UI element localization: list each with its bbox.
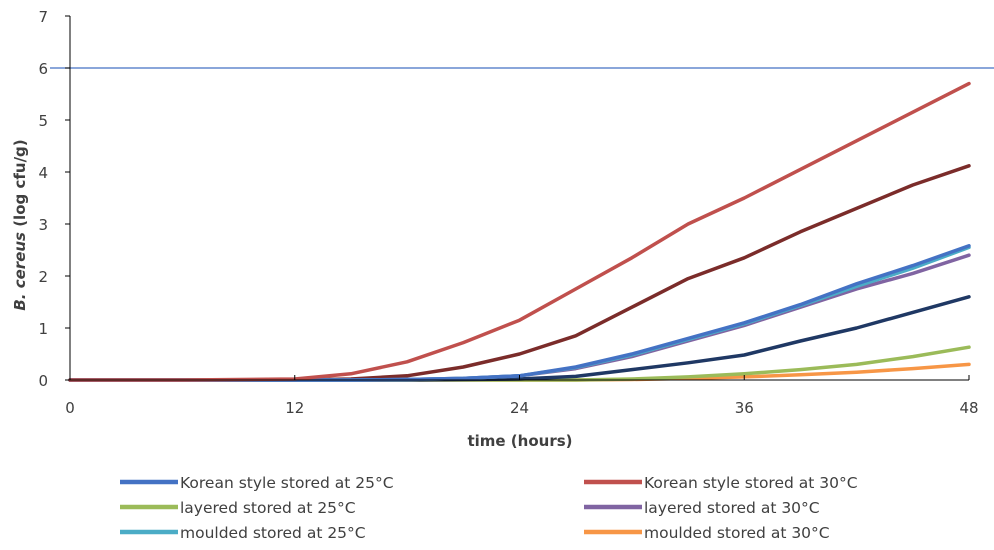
legend-label: moulded stored at 30°C <box>644 524 830 542</box>
y-tick-label: 5 <box>38 112 48 130</box>
y-axis-title: B. cereus (log cfu/g) <box>11 139 29 310</box>
x-tick-label: 36 <box>735 399 754 417</box>
y-axis-title-unit: (log cfu/g) <box>11 139 29 232</box>
y-tick-label: 0 <box>38 372 48 390</box>
x-tick-label: 24 <box>510 399 529 417</box>
y-tick-label: 1 <box>38 320 48 338</box>
y-axis-title-organism: B. cereus <box>11 232 29 311</box>
x-tick-label: 0 <box>65 399 75 417</box>
y-tick-label: 2 <box>38 268 48 286</box>
x-tick-label: 48 <box>959 399 978 417</box>
axes <box>65 15 970 381</box>
series-line-2 <box>68 81 971 382</box>
legend-label: layered stored at 30°C <box>644 499 820 517</box>
series-lines <box>50 67 994 382</box>
legend-label: layered stored at 25°C <box>180 499 356 517</box>
series-line-5 <box>68 245 971 382</box>
y-tick-label: 3 <box>38 216 48 234</box>
y-tick-label: 4 <box>38 164 48 182</box>
y-tick-label: 7 <box>38 8 48 26</box>
legend-label: Korean style stored at 25°C <box>180 474 394 492</box>
series-line-4 <box>68 253 971 382</box>
y-tick-label: 6 <box>38 60 48 78</box>
series-line-1 <box>68 244 971 382</box>
x-axis-title: time (hours) <box>467 432 572 450</box>
x-tick-label: 12 <box>285 399 304 417</box>
legend-label: Korean style stored at 30°C <box>644 474 858 492</box>
series-line-7 <box>68 164 971 382</box>
legend: Korean style stored at 25°C Korean style … <box>120 474 858 542</box>
legend-label: moulded stored at 25°C <box>180 524 366 542</box>
